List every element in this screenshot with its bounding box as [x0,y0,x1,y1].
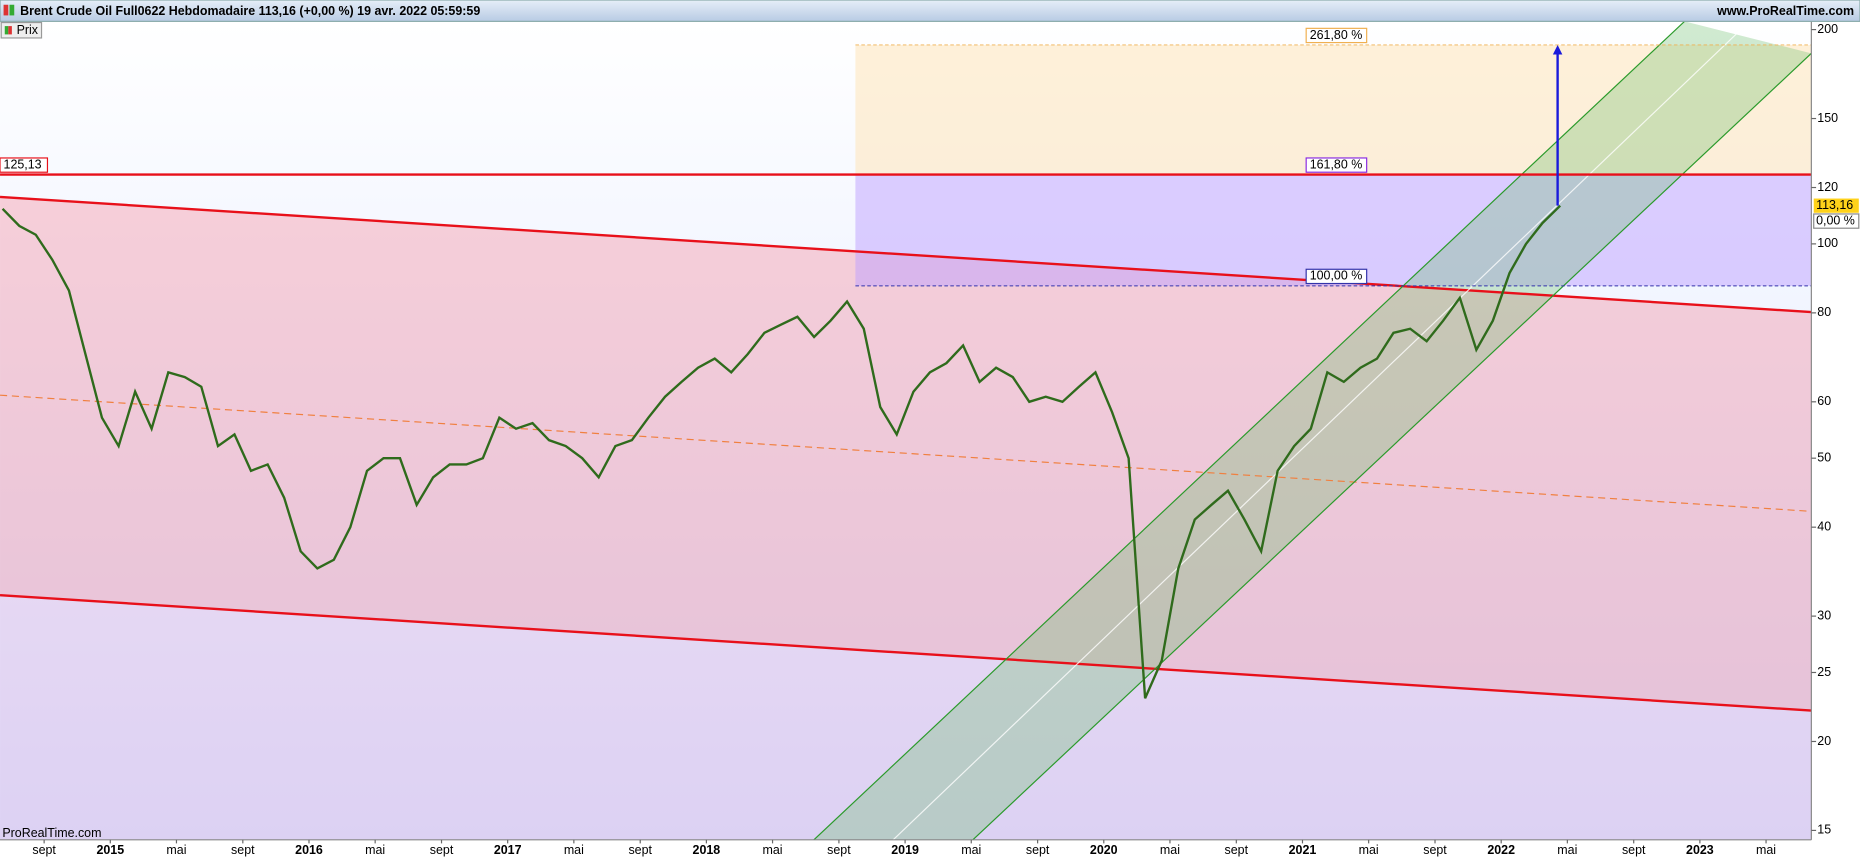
x-tick-label: 2018 [693,843,721,857]
fib-label-box [1305,27,1368,44]
fib-label: 261,80 % [1310,28,1363,42]
y-tick-label: 50 [1817,450,1831,464]
x-tick-label: mai [564,843,584,857]
x-tick-label: 2017 [494,843,522,857]
legend-swatch [8,26,12,35]
trend-channel-fill [813,21,1812,840]
x-tick-label: sept [1026,843,1050,857]
price-line [1,204,1562,699]
x-tick-label: sept [1423,843,1447,857]
x-tick-label: mai [166,843,186,857]
y-tick-label: 100 [1817,236,1838,250]
fib-label-box [1305,268,1368,285]
fib-label-box [1305,157,1368,173]
x-axis-bg [0,839,1812,860]
y-tick-label: 60 [1817,394,1831,408]
plot: 100,00 % 161,80 % 261,80 % 125,13 [0,21,1812,840]
x-tick-label: mai [1359,843,1379,857]
y-tick-label: 150 [1817,111,1838,125]
price-tag [1813,198,1859,213]
price-tag-label: 113,16 [1816,198,1853,212]
x-tick-label: sept [32,843,56,857]
x-tick-label: 2016 [295,843,323,857]
icon [9,4,15,16]
watermark: ProRealTime.com [2,826,101,840]
y-tick-label: 20 [1817,734,1831,748]
icon [3,4,9,16]
fib-zone [855,174,1812,286]
x-tick-label: 2020 [1090,843,1118,857]
y-tick-label: 40 [1817,519,1831,533]
legend-label[interactable]: Prix [17,23,39,37]
x-tick-label: mai [961,843,981,857]
y-tick-label: 120 [1817,180,1838,194]
channel-fill [0,595,1812,840]
y-tick-label: 200 [1817,22,1838,36]
x-tick-label: 2015 [96,843,124,857]
fib-label: 161,80 % [1310,157,1363,171]
x-tick-label: sept [628,843,652,857]
change-box [1813,213,1860,229]
x-tick-label: 2019 [891,843,919,857]
channel-line [972,52,1812,840]
x-tick-label: mai [1160,843,1180,857]
fib-zone [855,44,1812,175]
level-label: 125,13 [4,157,42,171]
y-axis-bg [1811,21,1860,860]
channel-line [813,21,1685,840]
channel-line [0,594,1812,712]
y-tick-label: 15 [1817,823,1831,837]
chart-title: Brent Crude Oil Full0622 Hebdomadaire 11… [20,4,480,18]
source: www.ProRealTime.com [1716,4,1854,18]
x-tick-label: sept [1622,843,1646,857]
x-tick-label: sept [827,843,851,857]
x-tick-label: sept [1225,843,1249,857]
x-tick-label: sept [430,843,454,857]
plot-bg [0,21,1812,840]
arrow-head [1552,44,1563,55]
channel-line [892,21,1750,840]
channel-line [0,394,1812,512]
y-tick-label: 25 [1817,665,1831,679]
change-label: 0,00 % [1816,213,1855,227]
legend-swatch [4,26,9,35]
y-tick-label: 80 [1817,305,1831,319]
x-tick-label: mai [763,843,783,857]
x-tick-label: sept [231,843,255,857]
channel-line [0,195,1812,314]
x-tick-label: mai [1557,843,1577,857]
fib-label: 100,00 % [1310,269,1363,283]
x-tick-label: 2021 [1289,843,1317,857]
x-tick-label: 2023 [1686,843,1714,857]
x-tick-label: 2022 [1487,843,1515,857]
x-tick-label: mai [1756,843,1776,857]
level-label-box [0,157,49,173]
y-tick-label: 30 [1817,608,1831,622]
x-tick-label: mai [365,843,385,857]
